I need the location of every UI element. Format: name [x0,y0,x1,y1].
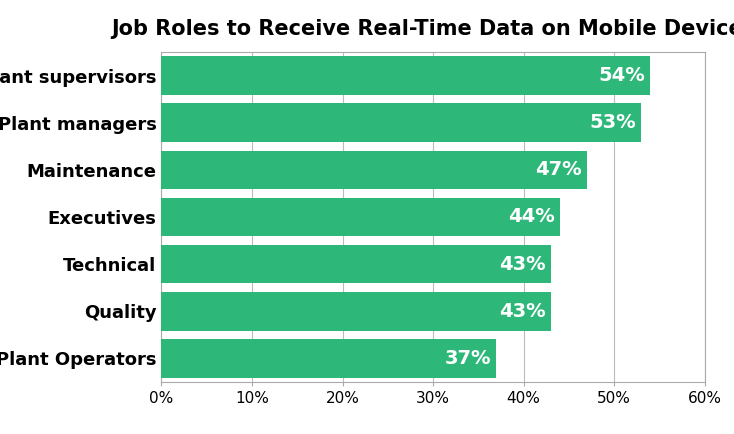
Bar [161,292,550,331]
Text: 43%: 43% [498,255,545,273]
Text: 37%: 37% [445,349,491,368]
Text: 53%: 53% [589,113,636,132]
Bar [161,197,560,237]
Text: 54%: 54% [598,66,645,85]
Text: 44%: 44% [508,207,554,227]
Text: 43%: 43% [498,302,545,321]
Bar [161,56,650,95]
Text: 47%: 47% [535,161,581,179]
Bar [161,103,642,142]
Bar [161,151,587,189]
Title: Job Roles to Receive Real-Time Data on Mobile Devices: Job Roles to Receive Real-Time Data on M… [111,20,734,39]
Bar [161,245,550,283]
Bar [161,339,496,378]
